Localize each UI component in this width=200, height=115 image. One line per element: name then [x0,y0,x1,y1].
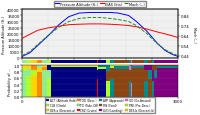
Bar [37,69,42,72]
Bar [106,66,110,72]
Bar [47,78,51,97]
Bar [152,81,154,97]
Bar [51,60,97,64]
Bar [26,70,31,76]
Bar [42,60,47,64]
Bar [152,66,154,70]
Bar [154,66,157,70]
Bar [26,66,31,70]
Bar [26,76,31,97]
Bar [148,70,152,80]
Bar [31,66,37,70]
Bar [144,81,148,97]
Bar [152,70,154,81]
Bar [47,60,51,64]
Bar [98,66,106,67]
Bar [98,60,106,64]
Bar [114,69,129,97]
Bar [47,66,51,70]
Bar [157,60,178,64]
Bar [47,70,51,78]
Bar [114,67,129,69]
Bar [154,78,157,97]
Bar [114,66,129,67]
Bar [144,70,148,81]
Bar [114,60,129,64]
Bar [22,60,26,64]
Bar [148,60,152,64]
Bar [129,60,131,64]
Y-axis label: Pressure Altitude (ft.): Pressure Altitude (ft.) [2,15,6,53]
Bar [157,67,178,69]
Y-axis label: Mach (--): Mach (--) [192,26,196,42]
Bar [154,60,157,64]
Bar [148,80,152,97]
Bar [132,60,144,64]
Bar [110,80,114,97]
Bar [148,66,152,70]
Bar [97,80,98,97]
Bar [152,60,154,64]
Bar [51,66,97,67]
Bar [31,70,37,75]
Bar [106,60,110,64]
Bar [144,60,148,64]
Bar [131,60,132,64]
Bar [42,66,47,68]
Legend: ACT (Altitude Hold), CLB (Climb), DES-a (Descent-a), TOD (Desc.), TO (Take-Off),: ACT (Altitude Hold), CLB (Climb), DES-a … [45,97,155,113]
Bar [106,72,110,81]
Bar [51,67,97,97]
Bar [132,69,144,97]
Bar [22,68,26,72]
Bar [97,70,98,80]
Bar [157,66,178,67]
Bar [131,70,132,83]
Bar [37,66,42,69]
Bar [42,68,47,70]
Bar [22,66,26,68]
Y-axis label: Probability of ...: Probability of ... [8,67,12,95]
Bar [110,66,114,69]
Bar [42,70,47,97]
Bar [132,66,144,67]
Bar [131,83,132,97]
Bar [132,67,144,69]
Bar [129,81,131,97]
Bar [98,69,106,97]
Bar [154,70,157,78]
Bar [98,67,106,69]
Bar [131,66,132,70]
Bar [144,66,148,70]
Bar [97,60,98,64]
Bar [22,72,26,97]
Bar [31,75,37,97]
X-axis label: Time (s): Time (s) [92,105,108,109]
Bar [129,70,131,81]
Bar [26,60,31,64]
Bar [37,72,42,97]
Bar [106,81,110,97]
Bar [97,66,98,70]
Bar [31,60,37,64]
Legend: Pressure Altitude (ft.), EIAS (kts), Mach (--): Pressure Altitude (ft.), EIAS (kts), Mac… [54,2,146,8]
Bar [157,69,178,97]
Bar [37,60,42,64]
Bar [129,66,131,70]
Bar [110,69,114,80]
Bar [110,60,114,64]
